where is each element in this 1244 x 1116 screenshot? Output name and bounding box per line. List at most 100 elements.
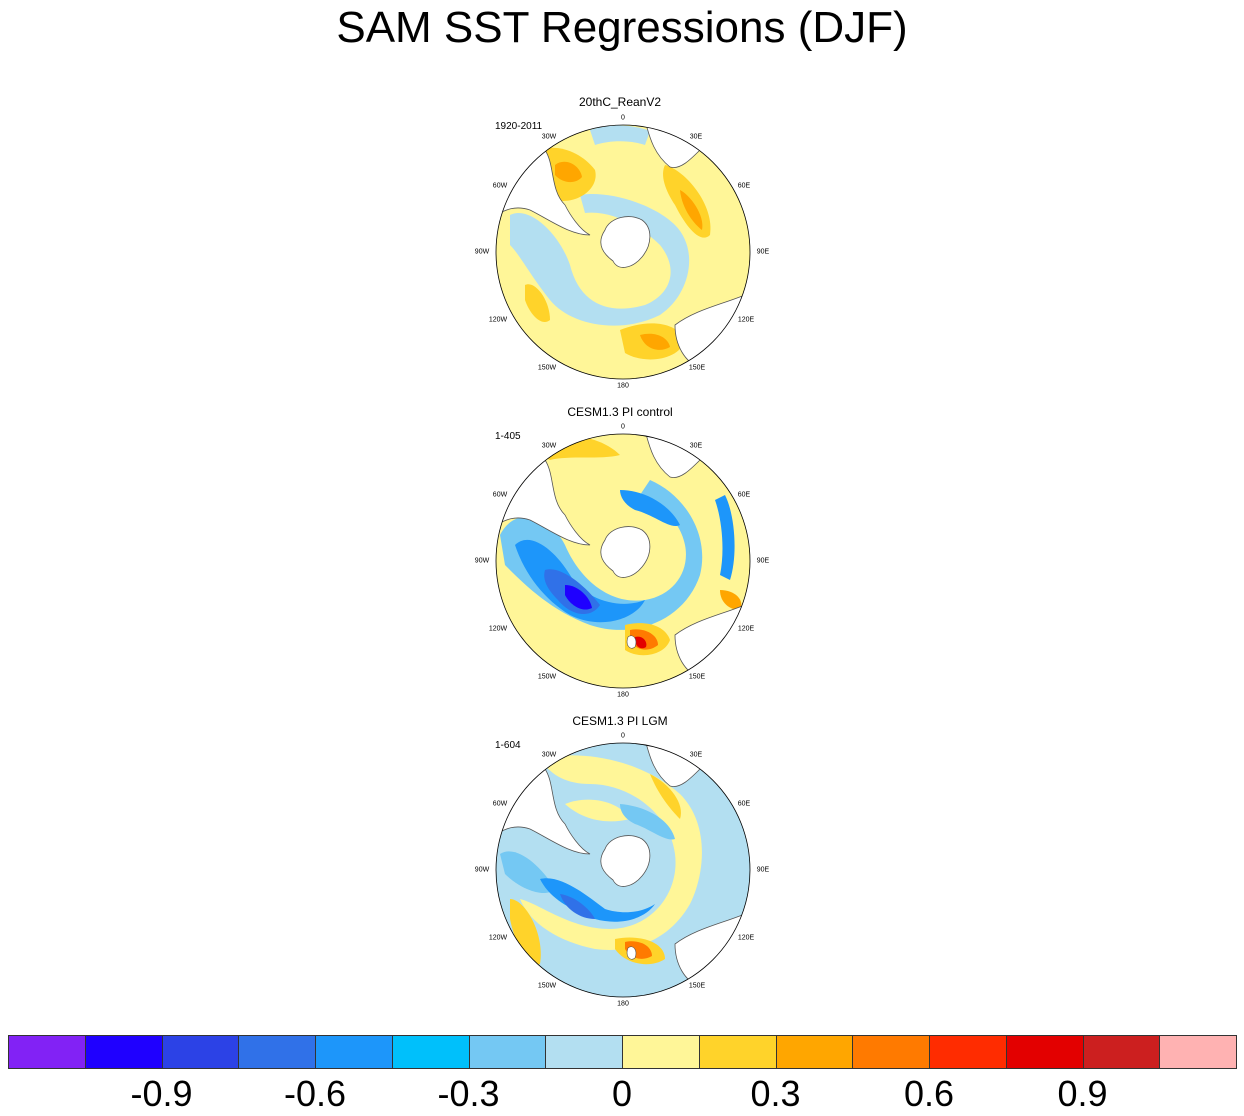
island: [626, 635, 637, 649]
lon-label: 0: [621, 732, 625, 740]
sst-negative-region: [620, 490, 680, 527]
colorbar-tick-label: 0.6: [903, 1073, 955, 1114]
colorbar-swatch: [622, 1035, 700, 1069]
colorbar-swatch: [391, 1035, 470, 1069]
panel-title: CESM1.3 PI control: [567, 405, 673, 419]
lon-label: 150W: [537, 673, 557, 681]
lon-label: 180: [617, 382, 629, 390]
lon-label: 30E: [689, 751, 703, 759]
map-panel-1: 20thC_ReanV2 1920-2011 0 30E 60E 90E 120…: [470, 95, 770, 395]
colorbar-swatch: [8, 1035, 86, 1069]
map-panel-3: CESM1.3 PI LGM 1-604 0 30E 60E 90E 120E …: [470, 714, 770, 1014]
colorbar-tick-label: 0.3: [750, 1073, 801, 1114]
sst-positive-region: [680, 190, 703, 230]
lon-label: 150E: [688, 364, 706, 372]
antarctica: [600, 526, 651, 578]
lon-label: 120W: [488, 625, 508, 633]
lon-label: 60E: [737, 491, 751, 499]
lon-label: 30W: [541, 751, 557, 759]
colorbar-tick-label: -0.3: [437, 1073, 500, 1114]
sst-positive-region: [565, 799, 630, 822]
lon-label: 0: [621, 114, 625, 122]
panel-period: 1920-2011: [495, 121, 543, 132]
sst-positive-region: [555, 161, 582, 183]
lon-label: 60E: [737, 800, 751, 808]
lon-label: 120E: [737, 316, 755, 324]
colorbar-swatch: [545, 1035, 623, 1069]
sst-negative-region: [590, 125, 650, 145]
lon-label: 120E: [737, 934, 755, 942]
colorbar-swatch: [775, 1035, 854, 1069]
lon-label: 180: [617, 1000, 629, 1008]
lon-label: 180: [617, 691, 629, 699]
lon-label: 90W: [474, 866, 490, 874]
lon-label: 120W: [488, 934, 508, 942]
lon-label: 150E: [688, 982, 706, 990]
sst-positive-region: [520, 755, 702, 950]
polar-map: [495, 124, 751, 380]
colorbar-tick-label: -0.6: [283, 1073, 347, 1114]
lon-label: 0: [621, 423, 625, 431]
sst-negative-region: [620, 804, 675, 840]
sst-negative-region: [500, 851, 555, 894]
sst-positive-region: [510, 899, 541, 965]
colorbar-swatch: [1005, 1035, 1084, 1069]
colorbar-swatch: [698, 1035, 777, 1069]
colorbar-swatch: [468, 1035, 547, 1069]
map-border: [495, 124, 751, 380]
sst-negative-region: [540, 878, 655, 922]
sst-negative-region: [715, 495, 735, 580]
lon-label: 60W: [492, 800, 508, 808]
polar-map: [495, 742, 751, 998]
lon-label: 30E: [689, 133, 703, 141]
colorbar-tick-label: 0: [611, 1073, 633, 1114]
lon-label: 60W: [492, 491, 508, 499]
lon-label: 90E: [756, 866, 770, 874]
sst-positive-region: [650, 774, 681, 819]
colorbar-tick-label: -0.9: [130, 1073, 193, 1114]
figure-title: SAM SST Regressions (DJF): [336, 3, 908, 52]
lon-label: 120E: [737, 625, 755, 633]
sst-positive-region: [640, 333, 670, 350]
sst-positive-region: [525, 284, 550, 323]
colorbar-swatch: [315, 1035, 393, 1069]
panel-period: 1-405: [495, 431, 521, 442]
sst-negative-region: [560, 894, 595, 919]
lon-label: 90E: [756, 248, 770, 256]
lon-label: 30W: [541, 442, 557, 450]
polar-map: [495, 433, 751, 689]
island: [626, 946, 637, 960]
lon-label: 30E: [689, 442, 703, 450]
lon-label: 150W: [537, 982, 557, 990]
colorbar-swatch: [84, 1035, 163, 1069]
lon-label: 120W: [488, 316, 508, 324]
map-border: [495, 433, 751, 689]
sst-negative-region: [565, 585, 592, 610]
lon-label: 90W: [474, 557, 490, 565]
colorbar-tick-label: 0.9: [1057, 1073, 1108, 1114]
lon-label: 150E: [688, 673, 706, 681]
antarctica: [600, 216, 651, 268]
lon-label: 90E: [756, 557, 770, 565]
sst-positive-region: [634, 636, 647, 649]
sst-positive-region: [720, 590, 742, 610]
panel-period: 1-604: [495, 740, 521, 751]
panel-title: CESM1.3 PI LGM: [572, 714, 668, 728]
colorbar-swatch: [161, 1035, 240, 1069]
colorbar-swatch: [1159, 1035, 1237, 1069]
lon-label: 150W: [537, 364, 557, 372]
colorbar: [8, 1035, 1237, 1069]
antarctica: [600, 835, 651, 887]
colorbar-swatch: [1082, 1035, 1161, 1069]
colorbar-swatch: [929, 1035, 1007, 1069]
lon-label: 60W: [492, 182, 508, 190]
colorbar-swatch: [852, 1035, 930, 1069]
map-border: [495, 742, 751, 998]
lon-label: 60E: [737, 182, 751, 190]
colorbar-swatch: [238, 1035, 316, 1069]
map-panel-2: CESM1.3 PI control 1-405 0 30E 60E 90E 1…: [470, 405, 770, 705]
lon-label: 30W: [541, 133, 557, 141]
panel-title: 20thC_ReanV2: [578, 95, 662, 109]
lon-label: 90W: [474, 248, 490, 256]
sst-negative-region: [515, 539, 645, 623]
